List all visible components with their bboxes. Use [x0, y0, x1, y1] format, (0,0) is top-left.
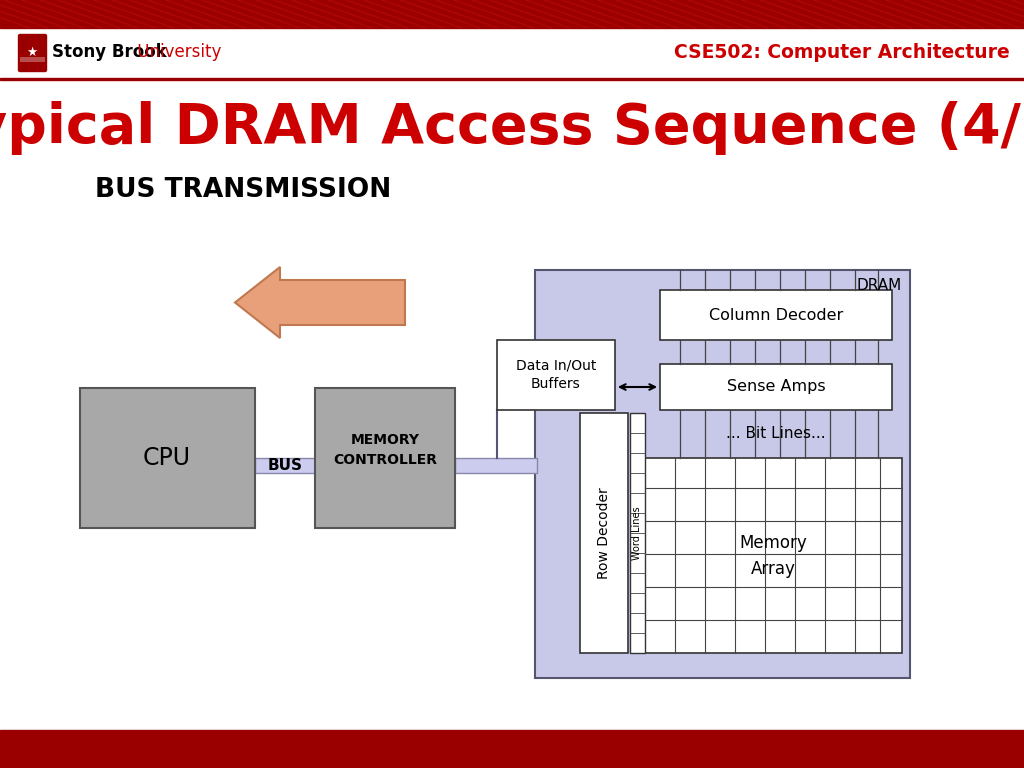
Text: Typical DRAM Access Sequence (4/5): Typical DRAM Access Sequence (4/5) — [0, 101, 1024, 155]
Polygon shape — [234, 267, 406, 338]
Text: DRAM: DRAM — [857, 278, 902, 293]
Bar — [255, 458, 315, 473]
Text: MEMORY
CONTROLLER: MEMORY CONTROLLER — [333, 433, 437, 467]
Text: Row Decoder: Row Decoder — [597, 487, 611, 579]
Text: Memory
Array: Memory Array — [739, 535, 807, 578]
Bar — [660, 290, 892, 340]
Text: CSE502: Computer Architecture: CSE502: Computer Architecture — [674, 42, 1010, 61]
Bar — [0, 0, 1024, 28]
Text: ... Bit Lines...: ... Bit Lines... — [726, 425, 825, 441]
FancyBboxPatch shape — [18, 35, 46, 71]
Text: Data In/Out
Buffers: Data In/Out Buffers — [516, 359, 596, 391]
Text: CPU: CPU — [143, 446, 191, 470]
Bar — [580, 413, 628, 653]
Text: BUS: BUS — [267, 458, 302, 472]
Bar — [497, 340, 615, 410]
Bar — [630, 413, 645, 653]
Text: Word Lines: Word Lines — [632, 506, 642, 560]
Bar — [535, 270, 910, 678]
Bar — [645, 458, 902, 653]
Text: Stony Brook: Stony Brook — [52, 43, 167, 61]
Bar — [20, 57, 45, 62]
Text: University: University — [132, 43, 221, 61]
Text: ★: ★ — [27, 45, 38, 58]
Text: Column Decoder: Column Decoder — [709, 307, 843, 323]
Bar — [0, 730, 1024, 768]
Text: BUS TRANSMISSION: BUS TRANSMISSION — [95, 177, 391, 203]
Bar — [660, 364, 892, 410]
Bar — [0, 26, 1024, 78]
Bar — [80, 388, 255, 528]
Bar — [455, 458, 537, 473]
Bar — [0, 78, 1024, 80]
Text: Sense Amps: Sense Amps — [727, 379, 825, 395]
Bar — [315, 388, 455, 528]
